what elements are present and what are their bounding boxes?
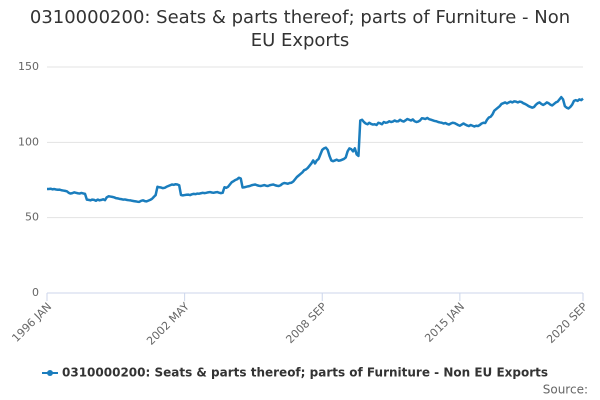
y-tick-label: 0 xyxy=(32,286,39,299)
y-tick-label: 150 xyxy=(18,60,39,73)
x-tick-label: 1996 JAN xyxy=(9,300,54,345)
x-tick-label: 2015 JAN xyxy=(422,300,467,345)
legend-marker xyxy=(47,370,53,376)
x-tick-label: 2008 SEP xyxy=(283,300,329,346)
y-tick-label: 50 xyxy=(25,211,39,224)
y-tick-label: 100 xyxy=(18,135,39,148)
legend-label: 0310000200: Seats & parts thereof; parts… xyxy=(62,366,548,380)
source: Source: xyxy=(543,383,588,397)
x-tick-label: 2002 MAY xyxy=(144,300,192,348)
x-tick-label: 2020 SEP xyxy=(544,300,590,346)
line-series xyxy=(47,95,584,204)
chart-title: 0310000200: Seats & parts thereof; parts… xyxy=(29,7,571,51)
